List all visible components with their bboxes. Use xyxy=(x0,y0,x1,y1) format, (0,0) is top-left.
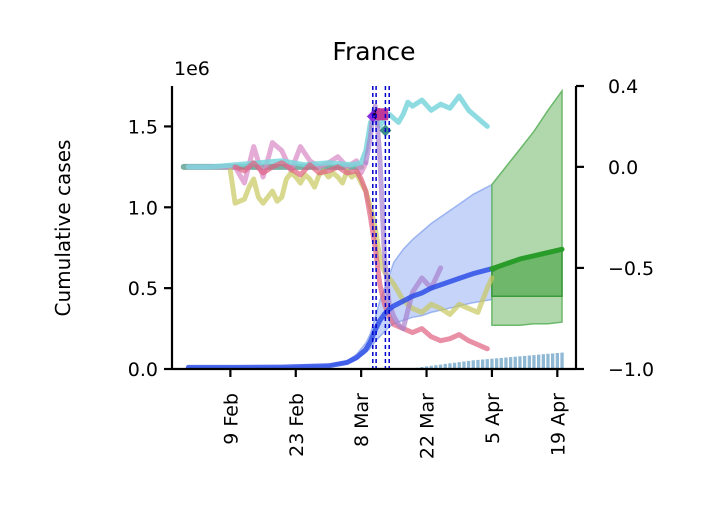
daily-bar xyxy=(499,357,503,369)
daily-bar xyxy=(476,359,480,369)
cumulative-line xyxy=(185,266,495,369)
daily-bar xyxy=(504,357,508,369)
daily-bar xyxy=(518,356,522,369)
axes xyxy=(170,86,578,371)
y2-tick-label: −1.0 xyxy=(608,359,654,381)
daily-bar xyxy=(424,366,429,369)
daily-bar xyxy=(555,353,559,369)
daily-bar xyxy=(466,360,471,369)
x-tick-label: 22 Mar xyxy=(417,393,439,459)
daily-bar xyxy=(434,365,438,369)
y-tick-label: 1.0 xyxy=(128,197,158,219)
forecast-line xyxy=(489,246,565,272)
y-axis-title: Cumulative cases xyxy=(51,140,75,317)
mobility-purple-line xyxy=(363,103,444,332)
y-tick-label: 0.5 xyxy=(128,278,158,300)
daily-bar xyxy=(546,353,550,369)
daily-bar xyxy=(481,359,485,369)
intervention-marker xyxy=(376,108,389,121)
daily-bar xyxy=(443,363,447,369)
daily-bar xyxy=(537,354,541,369)
daily-bar xyxy=(490,358,494,369)
daily-bar xyxy=(471,360,475,369)
daily-bar xyxy=(462,361,466,369)
y2-axis-ticks: −1.0 −0.5 0.0 0.4 xyxy=(576,76,654,381)
daily-bar xyxy=(495,358,499,369)
plot-area xyxy=(180,86,565,369)
daily-bar xyxy=(523,355,527,369)
daily-bar xyxy=(485,359,489,369)
y-axis-ticks: 0.0 0.5 1.0 1.5 xyxy=(128,116,172,381)
daily-bar xyxy=(448,363,452,369)
daily-bar xyxy=(509,357,513,369)
y-offset-label: 1e6 xyxy=(174,58,210,80)
daily-bar xyxy=(551,353,555,369)
x-axis-ticks: 9 Feb 23 Feb 8 Mar 22 Mar 5 Apr 19 Apr xyxy=(220,369,569,459)
daily-bar xyxy=(452,362,457,369)
x-tick-label: 19 Apr xyxy=(547,393,569,456)
daily-bar xyxy=(513,356,517,369)
y2-tick-label: 0.4 xyxy=(608,76,638,98)
daily-bar xyxy=(541,354,545,369)
daily-bar xyxy=(560,352,564,369)
daily-bar xyxy=(457,362,461,369)
mobility-red-line xyxy=(232,160,490,352)
y-tick-label: 1.5 xyxy=(128,116,158,138)
chart-title: France xyxy=(332,37,415,66)
x-tick-label: 8 Mar xyxy=(351,393,373,447)
x-tick-label: 5 Apr xyxy=(482,393,504,444)
daily-bar xyxy=(532,355,536,369)
daily-bar xyxy=(527,355,531,369)
daily-bar xyxy=(429,365,433,369)
mobility-yellow-line xyxy=(227,168,495,317)
y2-tick-label: 0.0 xyxy=(608,157,638,179)
y-tick-label: 0.0 xyxy=(128,359,158,381)
y2-tick-label: −0.5 xyxy=(608,258,654,280)
x-tick-label: 9 Feb xyxy=(220,393,242,445)
x-tick-label: 23 Feb xyxy=(286,393,308,457)
daily-bar xyxy=(438,364,443,369)
